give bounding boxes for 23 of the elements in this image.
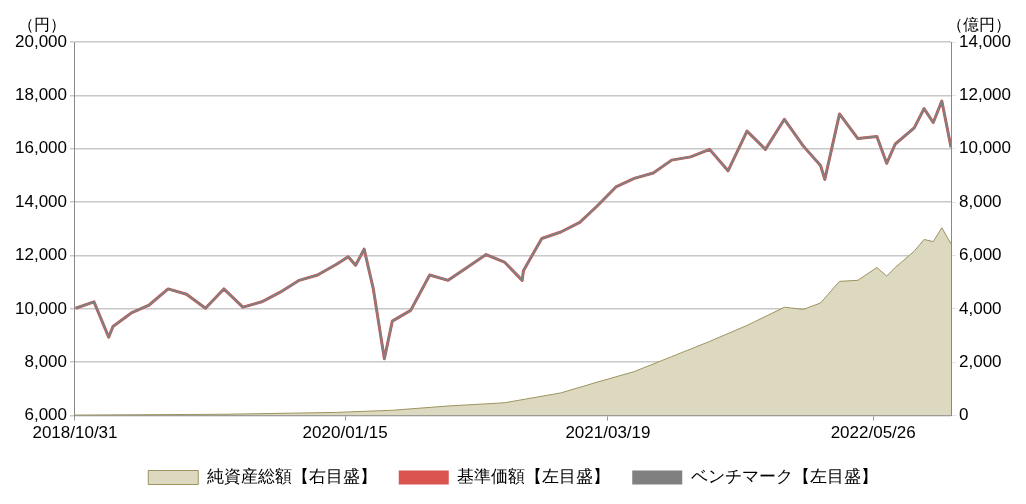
x-tick-label: 2018/10/31 xyxy=(32,423,118,443)
x-tick-label: 2021/03/19 xyxy=(565,423,651,443)
y2-axis-title: （億円） xyxy=(947,16,1011,34)
y-tick-label: 18,000 xyxy=(15,85,67,105)
y2-tick-label: 4,000 xyxy=(959,298,1002,318)
y2-tick-label: 2,000 xyxy=(959,351,1002,371)
y2-tick-label: 6,000 xyxy=(959,245,1002,265)
y-tick-label: 10,000 xyxy=(15,298,67,318)
y-tick-label: 12,000 xyxy=(15,245,67,265)
y2-tick-label: 12,000 xyxy=(959,85,1011,105)
y-axis-title: （円） xyxy=(18,16,66,34)
y-tick-label: 16,000 xyxy=(15,138,67,158)
y2-tick-label: 0 xyxy=(959,405,969,425)
legend-label: 基準価額【左目盛】 xyxy=(457,467,611,487)
x-tick-label: 2022/05/26 xyxy=(830,423,916,443)
y2-tick-label: 8,000 xyxy=(959,191,1002,211)
legend-label: ベンチマーク【左目盛】 xyxy=(690,467,878,487)
y2-tick-label: 10,000 xyxy=(959,138,1011,158)
y-tick-label: 14,000 xyxy=(15,191,67,211)
x-tick-label: 2020/01/15 xyxy=(302,423,388,443)
y-tick-label: 8,000 xyxy=(24,351,67,371)
legend-label: 純資産総額【右目盛】 xyxy=(206,467,377,487)
y-tick-label: 6,000 xyxy=(24,405,67,425)
